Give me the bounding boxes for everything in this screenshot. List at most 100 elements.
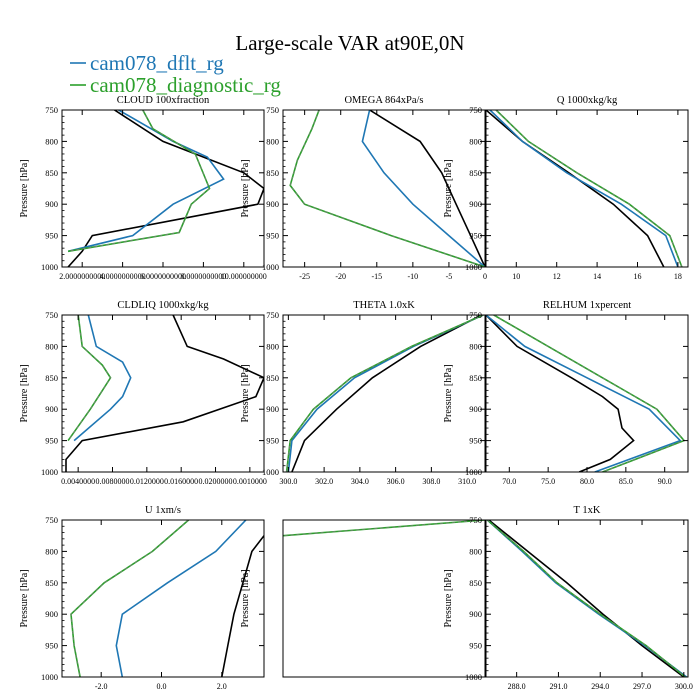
series-line-obs [486,110,665,267]
plot-frame [61,314,265,473]
y-tick-label: 800 [469,341,482,351]
y-axis-label: Pressure [hPa] [443,159,454,217]
series-line-obs [221,535,264,677]
panel-title: U 1xm/s [145,505,181,516]
y-axis-label: Pressure [hPa] [240,159,251,217]
y-tick-label: 900 [45,609,58,619]
x-tick-label: 6.0000000000 [140,272,186,281]
x-tick-label: 10 [512,272,520,281]
y-tick-label: 800 [266,136,279,146]
x-tick-label: 0.0080000 [96,477,130,486]
panel-title: T 1xK [574,505,601,516]
y-tick-label: 950 [469,231,482,241]
y-tick-label: 750 [45,105,58,115]
x-tick-label: 0 [483,272,487,281]
y-tick-label: 950 [469,641,482,651]
y-tick-label: 800 [266,341,279,351]
y-tick-label: 750 [469,105,482,115]
x-tick-label: 0.0120000 [130,477,164,486]
y-tick-label: 800 [469,136,482,146]
y-tick-label: 900 [266,404,279,414]
panel-6: RELHUM 1xpercent Pressure [hPa] 750 800 850 9… [443,300,689,486]
x-tick-label: 2.0 [217,682,227,691]
plot-frame [61,519,265,678]
y-tick-label: 750 [469,515,482,525]
x-tick-label: 302.0 [315,477,333,486]
panel-1: CLOUD 100xfraction Pressure [hPa] 750 800 85… [19,95,267,281]
series-line-diag [67,315,112,442]
figure-title: Large-scale VAR at90E,0N [235,31,464,55]
series-line-diag-dash [286,315,484,472]
y-tick-label: 850 [45,168,58,178]
y-tick-label: 750 [266,105,279,115]
x-tick-label: 8.0000000000 [180,272,226,281]
x-tick-label: 10.000000000 [221,272,267,281]
series-line-obs [486,315,635,472]
x-tick-label: 16 [634,272,642,281]
series-line-diag-dash [289,110,485,267]
y-tick-label: 750 [45,515,58,525]
x-tick-label: 300.0 [279,477,297,486]
series-line-dflt [115,520,247,677]
y-tick-label: 950 [45,641,58,651]
y-tick-label: 850 [469,578,482,588]
y-tick-label: 750 [266,310,279,320]
y-tick-label: 900 [45,404,58,414]
plot-frame [282,109,486,268]
plot-frame [485,109,689,268]
series-line-diag-dash [68,110,210,252]
y-tick-label: 1000 [262,467,279,477]
x-tick-label: 306.0 [387,477,405,486]
x-tick-label: 4.0000000000 [100,272,146,281]
x-tick-label: 294.0 [591,682,609,691]
y-tick-label: 900 [469,609,482,619]
plot-frame [282,519,486,678]
x-tick-label: 0.0010000 [233,477,267,486]
panel-7: U 1xm/s Pressure [hPa] 750 800 850 900 950 1000… [19,505,265,691]
series-line-dflt [486,315,682,472]
panel-9: T 1xK Pressure [hPa] 750 800 850 900 950 1000 28… [443,505,693,691]
y-tick-label: 850 [45,373,58,383]
x-tick-label: -10 [408,272,419,281]
series-line-obs [488,520,685,677]
x-tick-label: 300.0 [675,682,693,691]
series-line-obs [291,315,482,472]
legend-label-dflt: cam078_dflt_rg [90,51,224,75]
series-line-dflt [489,110,679,267]
y-tick-label: 850 [469,373,482,383]
y-axis-label: Pressure [hPa] [19,159,30,217]
y-tick-label: 950 [266,231,279,241]
x-tick-label: 291.0 [549,682,567,691]
series-line-diag [495,110,683,267]
y-tick-label: 850 [266,168,279,178]
x-tick-label: 0.0200000 [199,477,233,486]
y-axis-label: Pressure [hPa] [19,569,30,627]
x-tick-label: -20 [335,272,346,281]
panel-5: THETA 1.0xK Pressure [hPa] 750 800 850 900 950… [240,300,486,486]
y-tick-label: 900 [469,404,482,414]
y-tick-label: 900 [266,199,279,209]
panel-3: Q 1000xkg/kg Pressure [hPa] 750 800 850 900 95… [443,95,689,281]
series-line-diag [493,315,686,472]
x-tick-label: -25 [299,272,310,281]
y-tick-label: 1000 [465,467,482,477]
x-tick-label: -5 [446,272,453,281]
y-tick-label: 750 [469,310,482,320]
y-tick-label: 800 [469,546,482,556]
y-tick-label: 750 [45,310,58,320]
x-tick-label: -15 [371,272,382,281]
x-tick-label: 0.0160000 [164,477,198,486]
x-tick-label: 80.0 [580,477,594,486]
plot-frame [485,519,689,678]
series-line-dflt [73,315,132,442]
y-tick-label: 950 [266,436,279,446]
x-tick-label: 288.0 [508,682,526,691]
legend: cam078_dflt_rg cam078_diagnostic_rg [70,51,281,97]
panel-2: OMEGA 864xPa/s Pressure [hPa] 750 800 850 900… [240,95,487,281]
series-line-diag-dash [487,520,686,677]
y-tick-label: 900 [45,199,58,209]
panels-grid: CLOUD 100xfraction Pressure [hPa] 750 800 85… [19,95,693,691]
series-line-obs [369,110,485,267]
y-axis-label: Pressure [hPa] [443,569,454,627]
legend-label-diag: cam078_diagnostic_rg [90,73,281,97]
